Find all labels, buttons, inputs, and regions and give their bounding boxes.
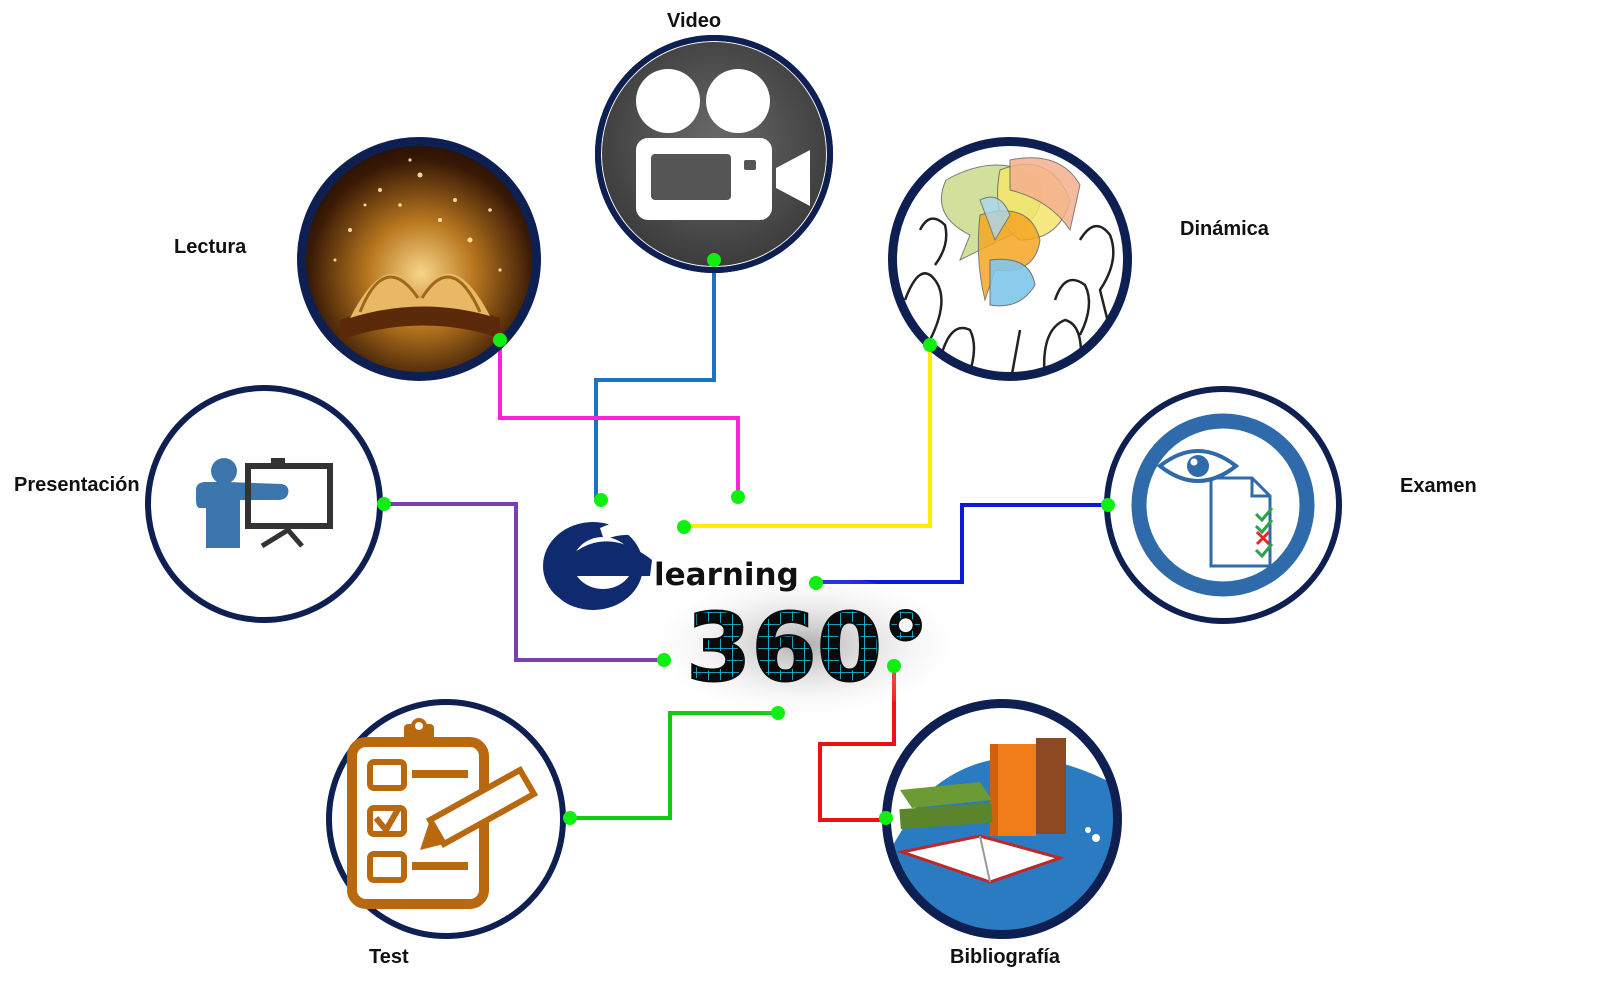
node-presentacion[interactable] — [145, 385, 383, 623]
speech-bubbles-crowd-icon — [894, 143, 1126, 375]
exam-eye-checklist-icon — [1131, 413, 1315, 597]
connector-wires — [384, 260, 1108, 822]
node-dinamica[interactable] — [888, 136, 1138, 386]
wire-lectura — [498, 340, 740, 497]
wire-test — [570, 711, 778, 820]
label-examen: Examen — [1400, 475, 1477, 497]
node-lectura[interactable] — [296, 136, 546, 386]
wire-examen — [816, 503, 1108, 584]
wire-bibliografia — [818, 666, 896, 822]
wire-dinamica — [684, 345, 932, 528]
node-test[interactable] — [326, 699, 566, 939]
clipboard-checklist-icon — [347, 718, 539, 909]
node-video[interactable] — [590, 30, 840, 280]
presenter-board-icon — [196, 458, 333, 549]
e-letter-logo — [543, 519, 656, 625]
elearning-360-logo: learning 360° — [543, 519, 955, 715]
label-bibliografia: Bibliografía — [950, 946, 1061, 968]
learning-word: learning — [654, 557, 799, 593]
label-test: Test — [369, 946, 409, 968]
node-examen[interactable] — [1104, 386, 1342, 624]
label-lectura: Lectura — [174, 236, 247, 258]
label-dinamica: Dinámica — [1180, 218, 1269, 240]
wire-video — [594, 260, 716, 500]
number-360: 360° — [686, 594, 929, 703]
wire-presentacion — [384, 502, 664, 662]
label-video: Video — [667, 10, 722, 32]
node-bibliografia[interactable] — [882, 699, 1125, 940]
connector-dots — [377, 253, 1115, 825]
video-camera-icon — [602, 42, 826, 266]
label-presentacion: Presentación — [14, 474, 140, 496]
books-stack-icon — [888, 705, 1116, 933]
